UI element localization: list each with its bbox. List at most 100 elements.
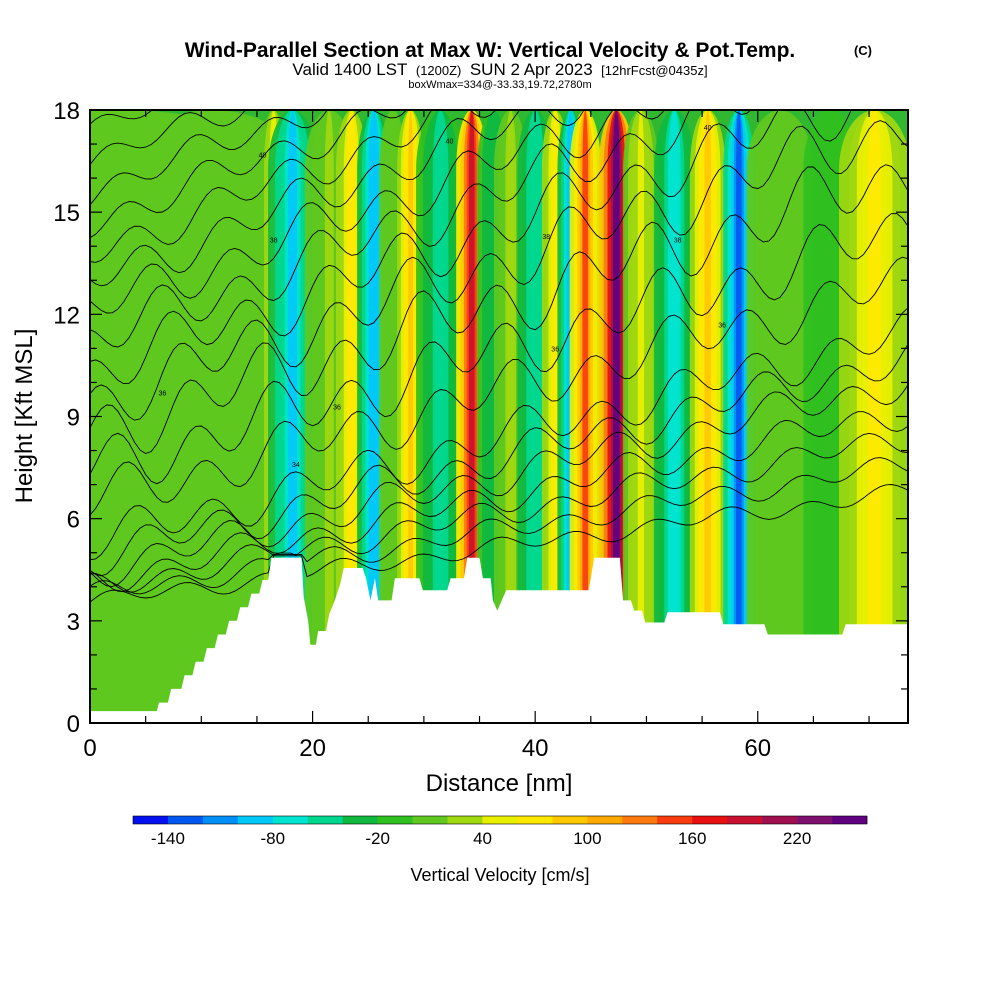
- velocity-band: [670, 110, 678, 723]
- velocity-band: [774, 110, 787, 723]
- y-tick-label: 18: [53, 98, 80, 125]
- isentrope-line: [90, 213, 908, 485]
- isentrope-line: [90, 384, 908, 588]
- contour-label: 36: [551, 346, 559, 353]
- colorbar-swatch: [482, 816, 518, 824]
- velocity-band: [408, 110, 413, 723]
- colorbar-swatch: [377, 816, 413, 824]
- colorbar-swatch: [167, 816, 204, 824]
- y-tick-label: 12: [53, 302, 80, 329]
- y-tick-label: 6: [67, 507, 80, 534]
- isentrope-line: [90, 164, 908, 454]
- colorbar-swatch: [342, 816, 378, 824]
- velocity-band: [704, 110, 711, 723]
- x-tick-label: 20: [299, 735, 326, 762]
- velocity-band: [582, 110, 589, 723]
- velocity-band: [196, 110, 229, 723]
- velocity-band: [531, 110, 539, 723]
- contour-label: 40: [446, 139, 454, 146]
- colorbar-tick-label: 100: [573, 829, 601, 848]
- velocity-band: [868, 110, 882, 723]
- velocity-band: [390, 110, 396, 723]
- isentrope-line: [90, 344, 908, 577]
- colorbar-swatch: [237, 816, 274, 824]
- colorbar-tick-label: 40: [473, 829, 492, 848]
- isentrope-line: [90, 484, 908, 603]
- contour-label: 38: [270, 237, 278, 244]
- contour-label: 36: [158, 391, 166, 398]
- colorbar-frame: [132, 815, 868, 825]
- valid-prefix: Valid 1400 LST: [292, 60, 407, 79]
- isentrope-line: [90, 110, 497, 263]
- box-info: boxWmax=334@-33.33,19.72,2780m: [408, 79, 591, 91]
- y-tick-label: 15: [53, 200, 80, 227]
- colorbar-swatch: [692, 816, 728, 824]
- isentrope-line: [90, 256, 908, 516]
- velocity-band: [507, 110, 514, 723]
- colorbar-label: Vertical Velocity [cm/s]: [410, 865, 589, 885]
- terrain: [90, 557, 908, 723]
- contour-label: 36: [718, 323, 726, 330]
- isentrope-line: [90, 457, 908, 595]
- x-tick-label: 60: [744, 735, 771, 762]
- colorbar-tick-label: -80: [261, 829, 286, 848]
- colorbar-tick-label: 160: [678, 829, 706, 848]
- velocity-band: [637, 110, 645, 723]
- colorbar-swatch: [587, 816, 623, 824]
- isentrope-line: [90, 110, 752, 348]
- y-tick-label: 9: [67, 405, 80, 432]
- isentrope-line: [90, 120, 908, 421]
- colorbar-swatch: [727, 816, 763, 824]
- forecast-info: [12hrFcst@0435z]: [601, 63, 707, 78]
- velocity-band: [736, 110, 742, 723]
- isentrope-line: [90, 110, 665, 314]
- isentrope-line: [90, 110, 247, 165]
- isentrope-line: [90, 307, 908, 561]
- velocity-band: [552, 110, 558, 723]
- contour-label: 40: [259, 152, 267, 159]
- colorbar-swatch: [272, 816, 309, 824]
- colorbar-swatch: [762, 816, 798, 824]
- colorbar-swatch: [412, 816, 448, 824]
- isentrope-line: [90, 110, 328, 206]
- y-tick-label: 3: [67, 609, 80, 636]
- velocity-band: [825, 110, 835, 723]
- x-axis-label: Distance [nm]: [426, 770, 573, 797]
- contour-label: 36: [333, 404, 341, 411]
- y-axis-label: Height [Kft MSL]: [11, 329, 38, 504]
- valid-date: SUN 2 Apr 2023: [470, 60, 593, 79]
- colorbar-swatch: [657, 816, 693, 824]
- colorbar-tick-label: -140: [151, 829, 185, 848]
- colorbar-swatch: [133, 816, 169, 824]
- contour-label: 38: [542, 234, 550, 241]
- chart-title: Wind-Parallel Section at Max W: Vertical…: [185, 39, 796, 62]
- isentrope-line: [90, 110, 408, 239]
- contour-label: 38: [674, 237, 682, 244]
- colorbar-swatch: [797, 816, 833, 824]
- colorbar-swatch: [517, 816, 553, 824]
- colorbar-swatch: [552, 816, 588, 824]
- velocity-band: [324, 110, 334, 723]
- colorbar-swatch: [202, 816, 239, 824]
- isentrope-line: [90, 432, 908, 593]
- isentrope-line: [90, 110, 852, 385]
- contour-labels: 36 34 36 38 40 40 38 36 38 40 36: [158, 125, 726, 469]
- isentrope-line: [90, 110, 585, 287]
- colorbar-swatch: [447, 816, 483, 824]
- contour-label: 40: [704, 125, 712, 132]
- colorbar-swatch: [622, 816, 658, 824]
- velocity-band: [436, 110, 445, 723]
- contour-label: 34: [292, 462, 300, 469]
- x-tick-label: 40: [522, 735, 549, 762]
- colorbar-tick-label: 220: [783, 829, 811, 848]
- colorbar-swatch: [307, 816, 344, 824]
- isentropes: [90, 110, 908, 603]
- colorbar-tick-label: -20: [365, 829, 390, 848]
- valid-utc: (1200Z): [416, 63, 462, 78]
- colorbar-swatch: [832, 816, 868, 824]
- isentrope-line: [90, 411, 908, 592]
- plot-area: 36 34 36 38 40 40 38 36 38 40 36: [90, 110, 908, 723]
- colorbar: -140 -80 -20 40 100 160 220: [132, 815, 868, 848]
